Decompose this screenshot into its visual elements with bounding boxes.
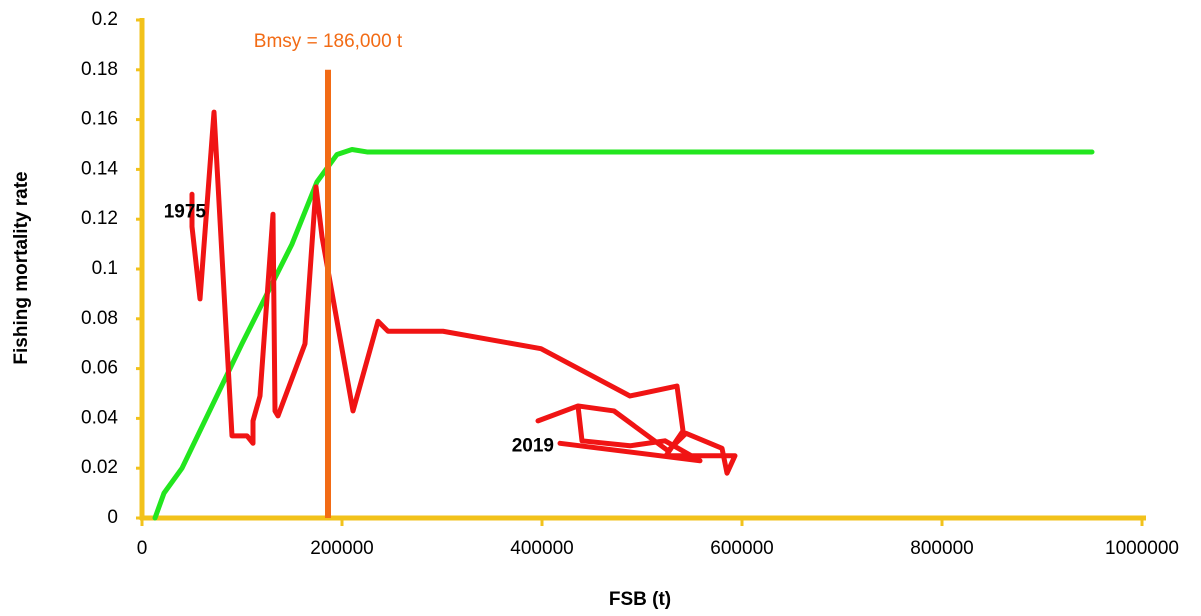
y-tick-label: 0.04 (81, 407, 118, 428)
reference-label: Bmsy = 186,000 t (254, 31, 403, 52)
x-tick-label: 1000000 (1105, 538, 1179, 559)
x-tick-label: 200000 (310, 538, 373, 559)
y-tick-label: 0.02 (81, 457, 118, 478)
start-label: 1975 (164, 201, 207, 222)
x-tick-label: 0 (137, 538, 148, 559)
y-tick-label: 0 (107, 507, 118, 528)
series-line (152, 146, 1095, 521)
y-tick-label: 0.18 (81, 59, 118, 80)
y-tick-label: 0.08 (81, 308, 118, 329)
x-axis-label: FSB (t) (609, 589, 671, 610)
y-tick-label: 0.06 (81, 358, 118, 379)
y-tick-label: 0.2 (92, 9, 118, 30)
y-axis-label: Fishing mortality rate (11, 171, 32, 364)
y-tick-label: 0.12 (81, 208, 118, 229)
x-tick-label: 800000 (910, 538, 973, 559)
y-tick-label: 0.14 (81, 158, 118, 179)
y-tick-label: 0.16 (81, 109, 118, 130)
x-tick-label: 600000 (710, 538, 773, 559)
y-tick-label: 0.1 (92, 258, 118, 279)
x-tick-label: 400000 (510, 538, 573, 559)
end-label: 2019 (512, 435, 554, 456)
series-line (189, 109, 738, 476)
